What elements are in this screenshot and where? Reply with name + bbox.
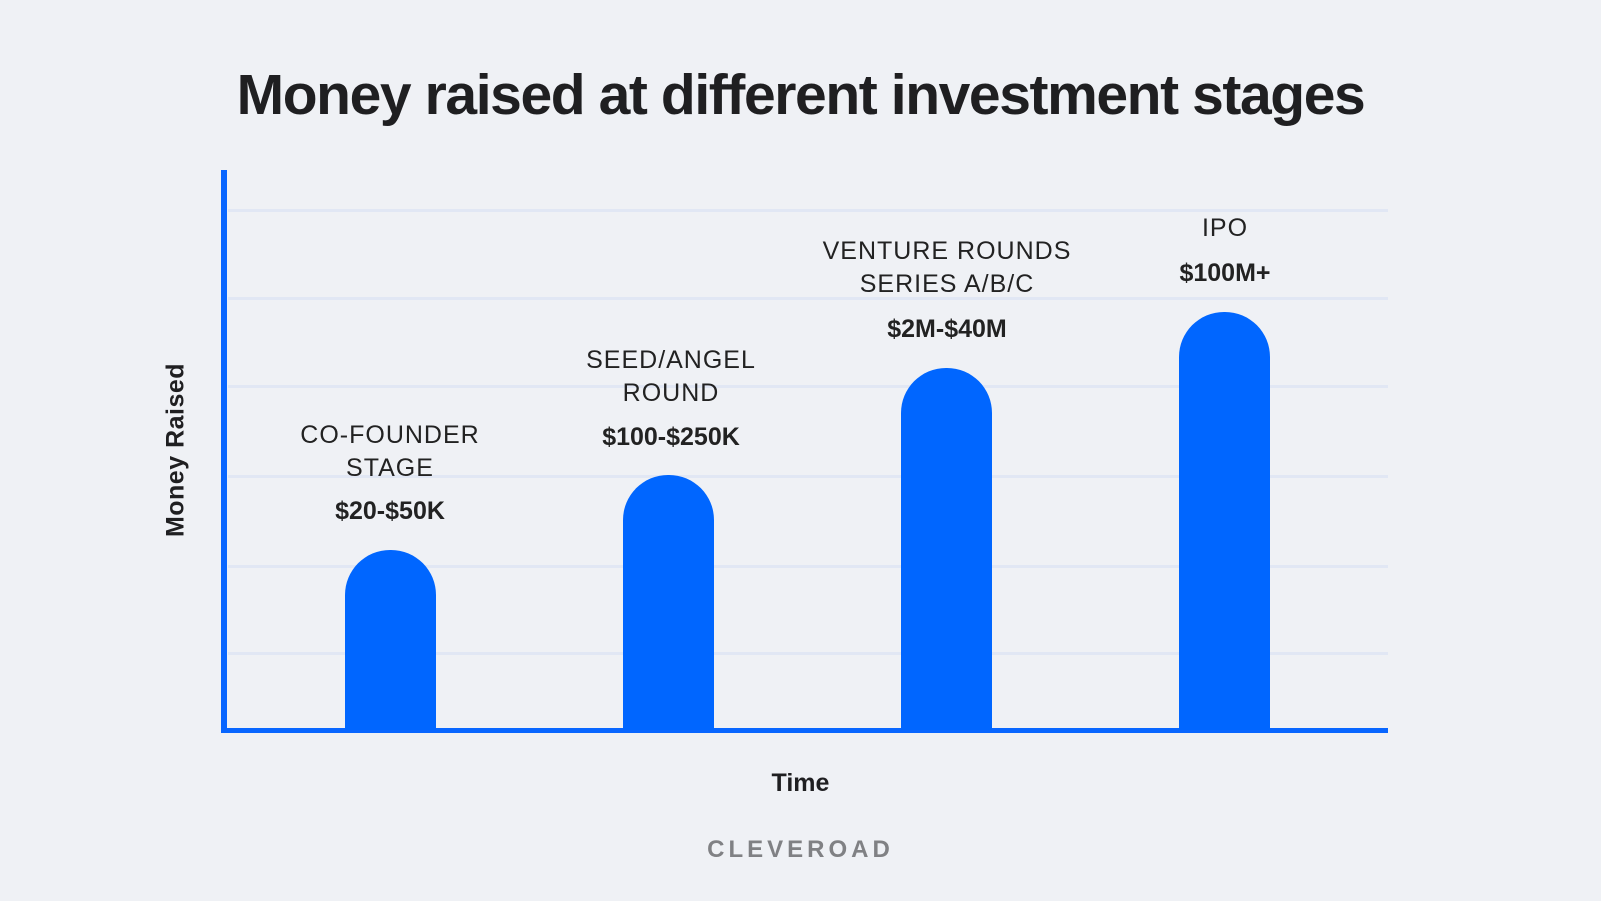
stage-label-line1: SEED/ANGEL: [586, 346, 756, 374]
stage-label-line1: CO-FOUNDER: [300, 421, 480, 449]
gridline: [228, 209, 1388, 212]
gridline: [228, 475, 1388, 478]
gridline: [228, 385, 1388, 388]
bar-co-founder: [345, 550, 436, 730]
stage-label-line1: IPO: [1201, 214, 1249, 242]
stage-value: $2M-$40M: [887, 315, 1007, 343]
x-axis-label: Time: [771, 769, 830, 797]
bar-venture-rounds: [901, 368, 992, 730]
gridline: [228, 652, 1388, 655]
bar-seed-angel: [623, 475, 714, 730]
gridline: [228, 565, 1388, 568]
stage-label-line2: STAGE: [346, 454, 434, 482]
stage-value: $20-$50K: [335, 497, 445, 525]
chart-title: Money raised at different investment sta…: [236, 63, 1366, 127]
bar-ipo: [1179, 312, 1270, 730]
x-axis-line: [221, 728, 1388, 733]
gridline: [228, 297, 1388, 300]
brand-logo: CLEVEROAD: [707, 836, 894, 863]
stage-label-line1: VENTURE ROUNDS: [822, 237, 1072, 265]
y-axis-label: Money Raised: [161, 362, 190, 538]
y-axis-line: [221, 170, 227, 732]
stage-value: $100M+: [1179, 259, 1271, 287]
stage-label-line2: SERIES A/B/C: [859, 270, 1035, 298]
stage-value: $100-$250K: [602, 423, 740, 451]
stage-label-line2: ROUND: [622, 379, 720, 407]
